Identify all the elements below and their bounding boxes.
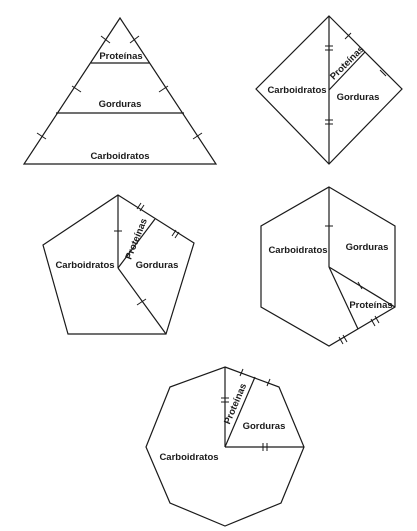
pentagon-figure: Carboidratos Gorduras Proteínas [42, 194, 195, 335]
octagon-proteinas-label: Proteínas [222, 382, 249, 426]
octagon-carboidratos-label: Carboidratos [159, 452, 218, 463]
octagon-tick [266, 378, 271, 387]
square-proteinas-label: Proteínas [328, 44, 366, 82]
hexagon-tick [370, 318, 376, 327]
pentagon-proteinas-label: Proteínas [123, 217, 149, 261]
pentagon-tick [139, 204, 145, 212]
hexagon-tick [357, 281, 363, 290]
triangle-proteinas-label: Proteínas [99, 51, 142, 62]
pentagon-gorduras-label: Gorduras [136, 260, 179, 271]
triangle-carboidratos-label: Carboidratos [90, 151, 149, 162]
triangle-tick [158, 85, 169, 93]
pentagon-strip-divider [117, 218, 156, 269]
hexagon-tick [342, 334, 348, 343]
square-diagonal-divider [328, 51, 366, 91]
triangle-outline [22, 16, 218, 165]
square-figure: Carboidratos Gorduras Proteínas [255, 15, 403, 165]
pentagon-tick [136, 202, 142, 210]
octagon-figure: Carboidratos Gorduras Proteínas [145, 366, 305, 527]
triangle-tick [71, 85, 82, 93]
octagon-outline [145, 366, 305, 527]
square-carboidratos-label: Carboidratos [267, 85, 326, 96]
hexagon-right-divider [328, 266, 396, 308]
octagon-strip-divider [224, 376, 256, 448]
square-tick [344, 32, 352, 40]
hexagon-tick [338, 336, 344, 345]
triangle-tick [100, 35, 111, 44]
hexagon-outline [260, 186, 396, 347]
hexagon-tick [374, 315, 380, 324]
triangle-figure: Proteínas Gorduras Carboidratos [22, 16, 218, 165]
triangle-tick [192, 132, 203, 140]
pentagon-inner-divider [117, 267, 167, 335]
hexagon-lower-divider [328, 266, 359, 330]
triangle-gorduras-label: Gorduras [99, 99, 142, 110]
triangle-tick [36, 132, 47, 140]
pentagon-tick [136, 298, 147, 306]
hexagon-proteinas-label: Proteínas [349, 300, 392, 311]
hexagon-figure: Carboidratos Gorduras Proteínas [260, 186, 396, 347]
pentagon-tick [174, 231, 180, 239]
pentagon-tick [171, 229, 177, 237]
square-tick [379, 69, 387, 77]
pentagon-carboidratos-label: Carboidratos [55, 260, 114, 271]
hexagon-carboidratos-label: Carboidratos [268, 245, 327, 256]
square-gorduras-label: Gorduras [337, 92, 380, 103]
octagon-tick [239, 368, 244, 377]
hexagon-gorduras-label: Gorduras [346, 242, 389, 253]
triangle-tick [129, 35, 140, 44]
octagon-gorduras-label: Gorduras [243, 421, 286, 432]
pentagon-outline [42, 194, 195, 335]
